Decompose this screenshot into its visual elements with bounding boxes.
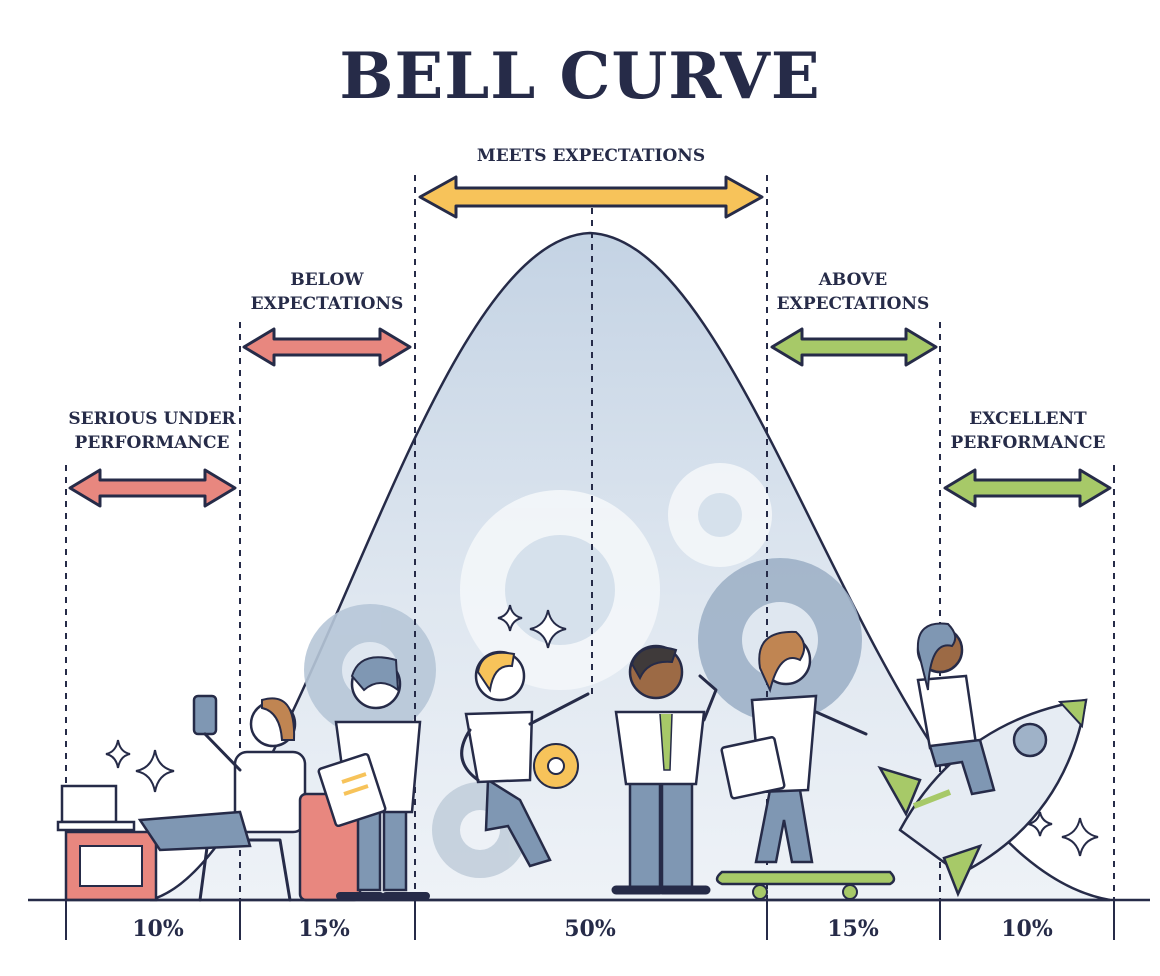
sparkle-icon [497,604,523,632]
segment-label-below-line2: EXPECTATIONS [251,294,404,314]
segment-label-below-line1: BELOW [290,270,364,290]
person-riding-rocket-icon [877,622,1088,898]
segment-label-serious-line1: SERIOUS UNDER [68,409,236,429]
sparkle-icon [1061,817,1099,857]
meets-expectations-arrow [418,175,764,219]
page-title: BELL CURVE [339,39,820,114]
bottom-ticks [65,900,1115,940]
percent-labels: 10% 15% 50% 15% 10% [132,916,1053,942]
sparkle-icon [105,739,131,769]
pointing-person-icon [460,650,590,868]
segment-labels: SERIOUS UNDER PERFORMANCE BELOW EXPECTAT… [68,146,1105,453]
segment-label-meets: MEETS EXPECTATIONS [477,146,705,166]
segment-label-above-line1: ABOVE [818,270,888,290]
segment-label-serious-line2: PERFORMANCE [75,433,230,453]
range-arrows [68,175,1112,508]
segment-label-above-line2: EXPECTATIONS [777,294,930,314]
percent-label-excellent: 10% [1001,916,1053,942]
desk-with-laptop-icon [56,784,158,902]
segment-label-excellent-line1: EXCELLENT [969,409,1087,429]
above-expectations-arrow [770,327,938,367]
segment-label-excellent-line2: PERFORMANCE [951,433,1106,453]
yellow-gear-icon [533,743,579,789]
sparkle-icon [1027,811,1053,837]
percent-label-below: 15% [298,916,350,942]
percent-label-above: 15% [827,916,879,942]
sparkle-icon [529,609,567,649]
below-expectations-arrow [242,327,412,367]
sparkle-icons [105,604,1099,857]
sparkle-icon [135,749,175,793]
percent-label-serious: 10% [132,916,184,942]
excellent-performance-arrow [943,468,1112,508]
percent-label-meets: 50% [564,916,616,942]
person-holding-document-icon [317,656,430,900]
person-looking-ahead-icon [611,644,718,895]
skateboarding-person-icon [715,630,896,900]
serious-under-performance-arrow [68,468,237,508]
